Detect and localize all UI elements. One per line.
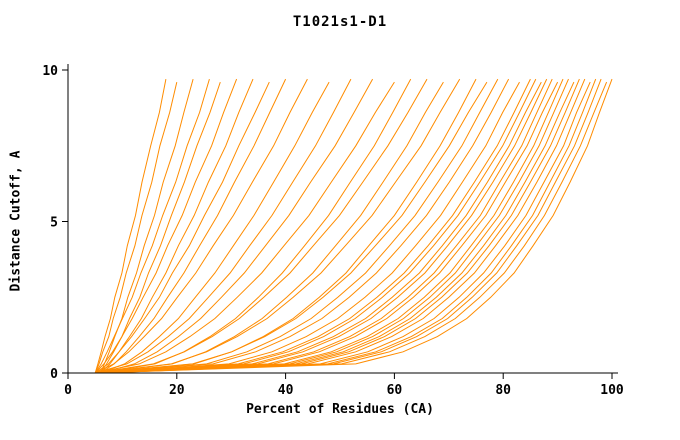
curve-39 <box>100 78 613 374</box>
curve-11 <box>100 81 330 374</box>
y-axis-label: Distance Cutoff, A <box>8 150 24 292</box>
x-axis-label: Percent of Residues (CA) <box>246 402 434 417</box>
curve-12 <box>95 78 352 374</box>
curve-34 <box>95 78 586 374</box>
curve-29 <box>100 81 559 374</box>
curve-8 <box>94 81 270 374</box>
curve-21 <box>100 78 499 374</box>
curve-6 <box>94 78 238 374</box>
curve-22 <box>95 78 510 374</box>
curve-14 <box>95 81 395 374</box>
curve-3 <box>100 78 194 374</box>
curve-33 <box>100 78 580 374</box>
curve-20 <box>95 81 488 374</box>
y-tick-label: 5 <box>50 216 58 231</box>
curve-27 <box>100 78 548 374</box>
curve-38 <box>95 81 608 374</box>
curve-1 <box>94 79 167 374</box>
curve-31 <box>100 78 569 374</box>
curve-26 <box>95 81 542 374</box>
curve-37 <box>100 78 602 374</box>
curve-32 <box>95 81 575 374</box>
x-tick-label: 20 <box>169 383 185 398</box>
x-tick-label: 100 <box>600 383 624 398</box>
curve-30 <box>95 78 564 374</box>
curve-35 <box>100 81 591 374</box>
chart-title: T1021s1-D1 <box>292 14 388 30</box>
curve-23 <box>100 81 520 374</box>
y-tick-label: 0 <box>50 367 58 382</box>
curve-9 <box>100 78 287 374</box>
curve-24 <box>95 78 531 374</box>
x-tick-label: 80 <box>495 383 511 398</box>
curve-18 <box>95 78 461 374</box>
x-tick-label: 40 <box>278 383 294 398</box>
curve-36 <box>95 78 597 374</box>
curve-4 <box>94 78 210 374</box>
curve-5 <box>100 81 221 374</box>
curve-28 <box>95 78 553 374</box>
curve-16 <box>95 78 428 374</box>
curve-15 <box>100 78 412 374</box>
x-tick-label: 60 <box>387 383 403 398</box>
curve-25 <box>100 78 537 374</box>
curve-2 <box>94 81 178 374</box>
x-tick-label: 0 <box>64 383 72 398</box>
curve-10 <box>94 78 308 374</box>
curve-13 <box>100 78 374 374</box>
y-tick-label: 10 <box>42 64 58 79</box>
